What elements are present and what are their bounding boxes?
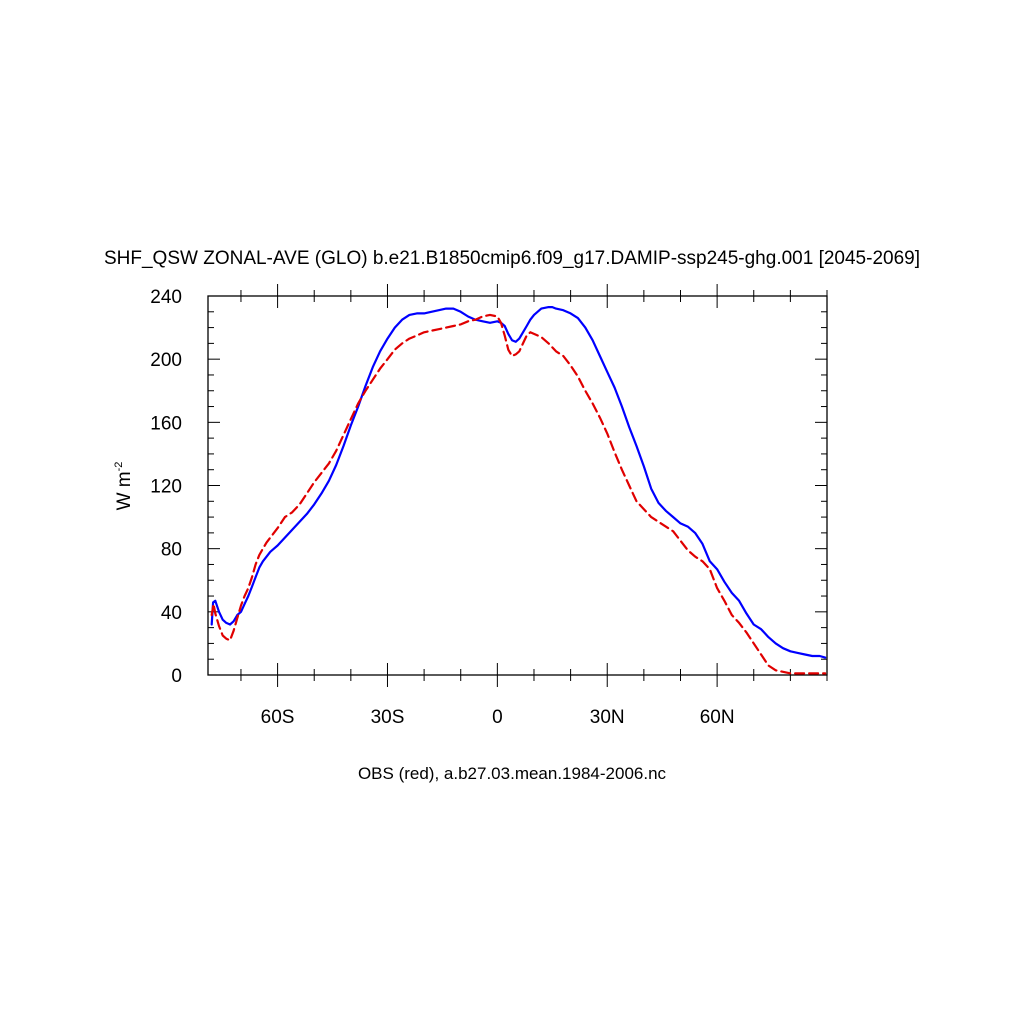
y-tick-label: 0 bbox=[171, 666, 182, 687]
x-tick-label: 0 bbox=[492, 707, 503, 728]
x-tick-label: 60N bbox=[700, 707, 735, 728]
series-group bbox=[210, 306, 827, 675]
axis-ticks bbox=[208, 284, 828, 687]
y-tick-label: 80 bbox=[161, 540, 182, 561]
x-tick-label: 30N bbox=[590, 707, 625, 728]
series-line-1 bbox=[210, 306, 827, 659]
x-tick-label: 60S bbox=[261, 707, 295, 728]
x-tick-label: 30S bbox=[371, 707, 405, 728]
y-axis-title: W m-2 bbox=[113, 462, 135, 511]
plot-area bbox=[207, 284, 828, 687]
y-axis-title-exponent: -2 bbox=[113, 462, 125, 472]
series-line-2 bbox=[210, 313, 827, 675]
y-axis-tick-labels: 0 40 80 120 160 200 240 bbox=[150, 287, 182, 687]
y-tick-label: 120 bbox=[150, 477, 182, 498]
y-tick-label: 240 bbox=[150, 287, 182, 308]
y-axis-title-main: W m bbox=[114, 471, 135, 510]
chart-caption: OBS (red), a.b27.03.mean.1984-2006.nc bbox=[358, 764, 667, 783]
y-tick-label: 160 bbox=[150, 413, 182, 434]
y-tick-label: 200 bbox=[150, 350, 182, 371]
y-tick-label: 40 bbox=[161, 603, 182, 624]
chart-title: SHF_QSW ZONAL-AVE (GLO) b.e21.B1850cmip6… bbox=[104, 248, 920, 269]
x-axis-tick-labels: 60S 30S 0 30N 60N bbox=[261, 707, 735, 728]
